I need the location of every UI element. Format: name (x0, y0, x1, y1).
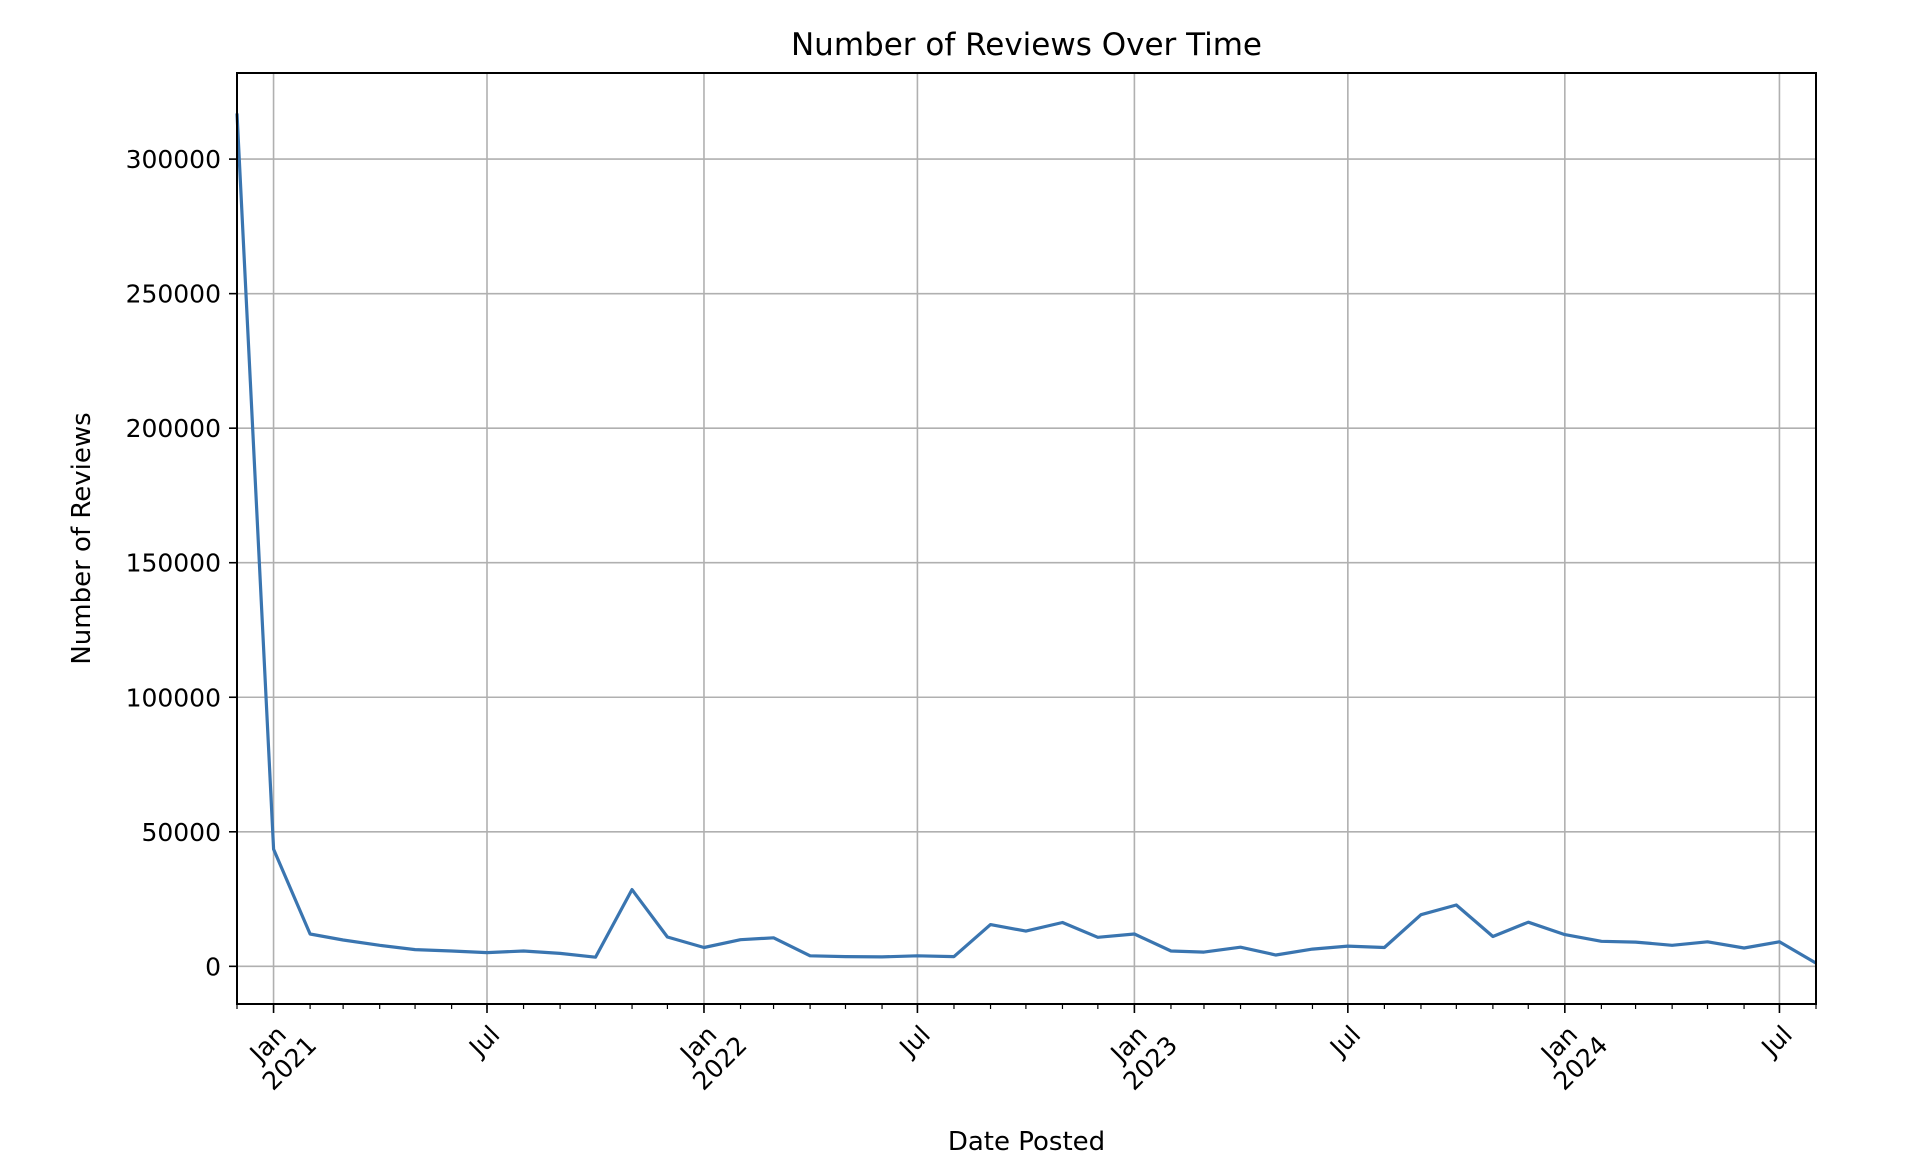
y-tick-label: 0 (205, 952, 221, 981)
series-layer (235, 113, 1817, 965)
series-line (235, 113, 1817, 965)
y-axis-title: Number of Reviews (67, 412, 97, 664)
y-tick-label: 150000 (126, 549, 221, 578)
chart-title: Number of Reviews Over Time (791, 27, 1262, 63)
y-tick-label: 50000 (141, 818, 221, 847)
y-tick-label: 300000 (126, 145, 221, 174)
x-axis-title: Date Posted (948, 1127, 1105, 1156)
grid (237, 73, 1816, 1004)
y-tick-label: 100000 (126, 683, 221, 712)
y-tick-label: 200000 (126, 414, 221, 443)
y-tick-label: 250000 (126, 280, 221, 309)
